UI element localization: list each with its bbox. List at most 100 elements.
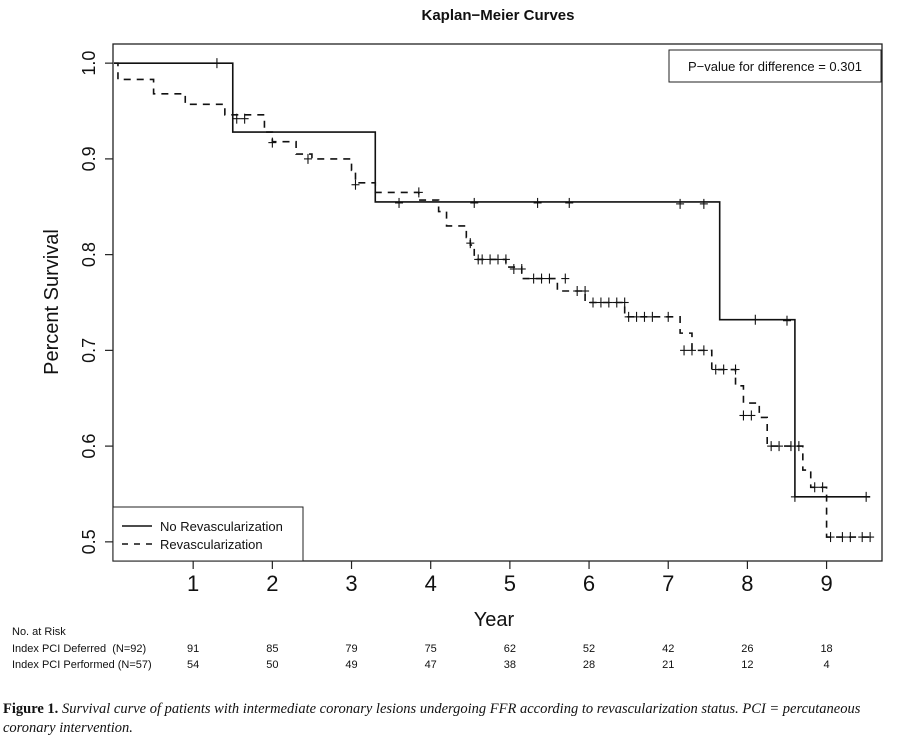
censor-mark xyxy=(731,364,740,375)
y-tick-label: 0.9 xyxy=(79,146,99,171)
censor-mark xyxy=(537,273,546,284)
censor-mark xyxy=(687,345,696,356)
risk-value: 52 xyxy=(583,643,595,655)
y-axis: 0.5 0.6 0.7 0.8 0.9 1.0 xyxy=(79,51,113,554)
kaplan-meier-chart: Kaplan−Meier Curves 0.5 0.6 0.7 0.8 0.9 1.0 1… xyxy=(12,7,883,671)
censor-mark xyxy=(624,311,633,322)
censor-mark xyxy=(545,273,554,284)
x-tick-label: 7 xyxy=(662,571,674,596)
risk-table-values: 91 85 79 75 62 52 42 26 18 54 50 49 47 38 28 21 12 4 xyxy=(187,643,833,671)
censor-mark xyxy=(589,297,598,308)
censor-mark xyxy=(581,286,590,297)
caption-label: Figure 1. xyxy=(3,701,59,717)
censor-mark xyxy=(620,297,629,308)
censor-mark xyxy=(470,197,479,208)
risk-value: 79 xyxy=(345,643,357,655)
censor-mark xyxy=(739,410,748,421)
figure-caption: Figure 1. Survival curve of patients wit… xyxy=(3,700,895,738)
censor-mark xyxy=(810,482,819,493)
chart-title: Kaplan−Meier Curves xyxy=(422,7,575,24)
risk-table-title: No. at Risk xyxy=(12,626,66,638)
censor-mark xyxy=(351,179,360,190)
censor-mark xyxy=(561,273,570,284)
legend-label-revasc: Revascularization xyxy=(160,537,263,552)
censor-mark xyxy=(786,441,795,452)
censor-mark xyxy=(414,187,423,198)
risk-value: 26 xyxy=(741,643,753,655)
censor-mark xyxy=(395,197,404,208)
risk-value: 85 xyxy=(266,643,278,655)
censor-mark xyxy=(517,263,526,274)
x-axis-label: Year xyxy=(474,609,515,631)
censor-mark xyxy=(838,532,847,543)
series-line-revascularization xyxy=(114,62,875,538)
censor-mark xyxy=(268,137,277,148)
risk-value: 62 xyxy=(504,643,516,655)
risk-value: 50 xyxy=(266,659,278,671)
x-tick-label: 4 xyxy=(425,571,437,596)
risk-value: 4 xyxy=(824,659,830,671)
x-tick-label: 3 xyxy=(345,571,357,596)
x-axis: 1 2 3 4 5 6 7 8 9 xyxy=(187,561,833,596)
risk-value: 47 xyxy=(425,659,437,671)
censor-mark xyxy=(533,197,542,208)
risk-value: 49 xyxy=(345,659,357,671)
risk-value: 38 xyxy=(504,659,516,671)
censor-mark xyxy=(846,532,855,543)
censor-mark xyxy=(494,254,502,265)
censor-mark xyxy=(596,297,605,308)
censor-mark xyxy=(711,364,720,375)
censor-mark xyxy=(501,254,510,265)
series-line-no-revascularization xyxy=(114,62,871,498)
series-layer xyxy=(114,58,875,543)
risk-row-label-deferred: Index PCI Deferred (N=92) xyxy=(12,643,146,655)
censor-mark xyxy=(509,263,518,274)
y-tick-label: 0.8 xyxy=(79,242,99,267)
censor-mark xyxy=(747,410,756,421)
censor-mark xyxy=(862,491,871,502)
plot-frame xyxy=(112,43,883,562)
x-tick-label: 9 xyxy=(820,571,832,596)
y-tick-label: 0.5 xyxy=(79,529,99,554)
censor-mark xyxy=(303,153,312,164)
x-tick-label: 2 xyxy=(266,571,278,596)
censor-mark xyxy=(664,311,673,322)
censor-mark xyxy=(858,532,867,543)
censor-mark xyxy=(565,197,574,208)
censor-mark xyxy=(212,58,221,69)
caption-text: Survival curve of patients with intermed… xyxy=(3,701,861,736)
censor-mark xyxy=(826,532,835,543)
censor-mark xyxy=(240,113,249,124)
censor-mark xyxy=(640,311,649,322)
censor-mark xyxy=(680,345,689,356)
censor-mark xyxy=(648,311,657,322)
censor-mark xyxy=(573,286,582,297)
risk-row-label-performed: Index PCI Performed (N=57) xyxy=(12,659,152,671)
censor-mark xyxy=(676,198,685,209)
censor-mark xyxy=(790,491,799,502)
censor-mark xyxy=(466,238,475,249)
legend-label-no-revasc: No Revascularization xyxy=(160,519,283,534)
risk-value: 18 xyxy=(820,643,832,655)
risk-table: No. at Risk Index PCI Deferred (N=92) In… xyxy=(12,626,833,671)
risk-value: 54 xyxy=(187,659,199,671)
censor-mark xyxy=(866,532,875,543)
censor-mark xyxy=(232,113,241,124)
censor-mark xyxy=(775,441,784,452)
censor-mark xyxy=(699,198,708,209)
x-tick-label: 8 xyxy=(741,571,753,596)
censor-mark xyxy=(767,441,776,452)
risk-value: 28 xyxy=(583,659,595,671)
censor-mark xyxy=(699,345,708,356)
censor-mark xyxy=(782,315,791,326)
censor-mark xyxy=(632,311,641,322)
censor-mark xyxy=(719,364,728,375)
censor-mark xyxy=(529,273,538,284)
censor-mark xyxy=(612,297,621,308)
x-tick-label: 5 xyxy=(504,571,516,596)
x-tick-label: 6 xyxy=(583,571,595,596)
risk-value: 42 xyxy=(662,643,674,655)
risk-value: 12 xyxy=(741,659,753,671)
legend: No Revascularization Revascularization xyxy=(112,506,304,562)
legend-frame xyxy=(112,506,304,562)
